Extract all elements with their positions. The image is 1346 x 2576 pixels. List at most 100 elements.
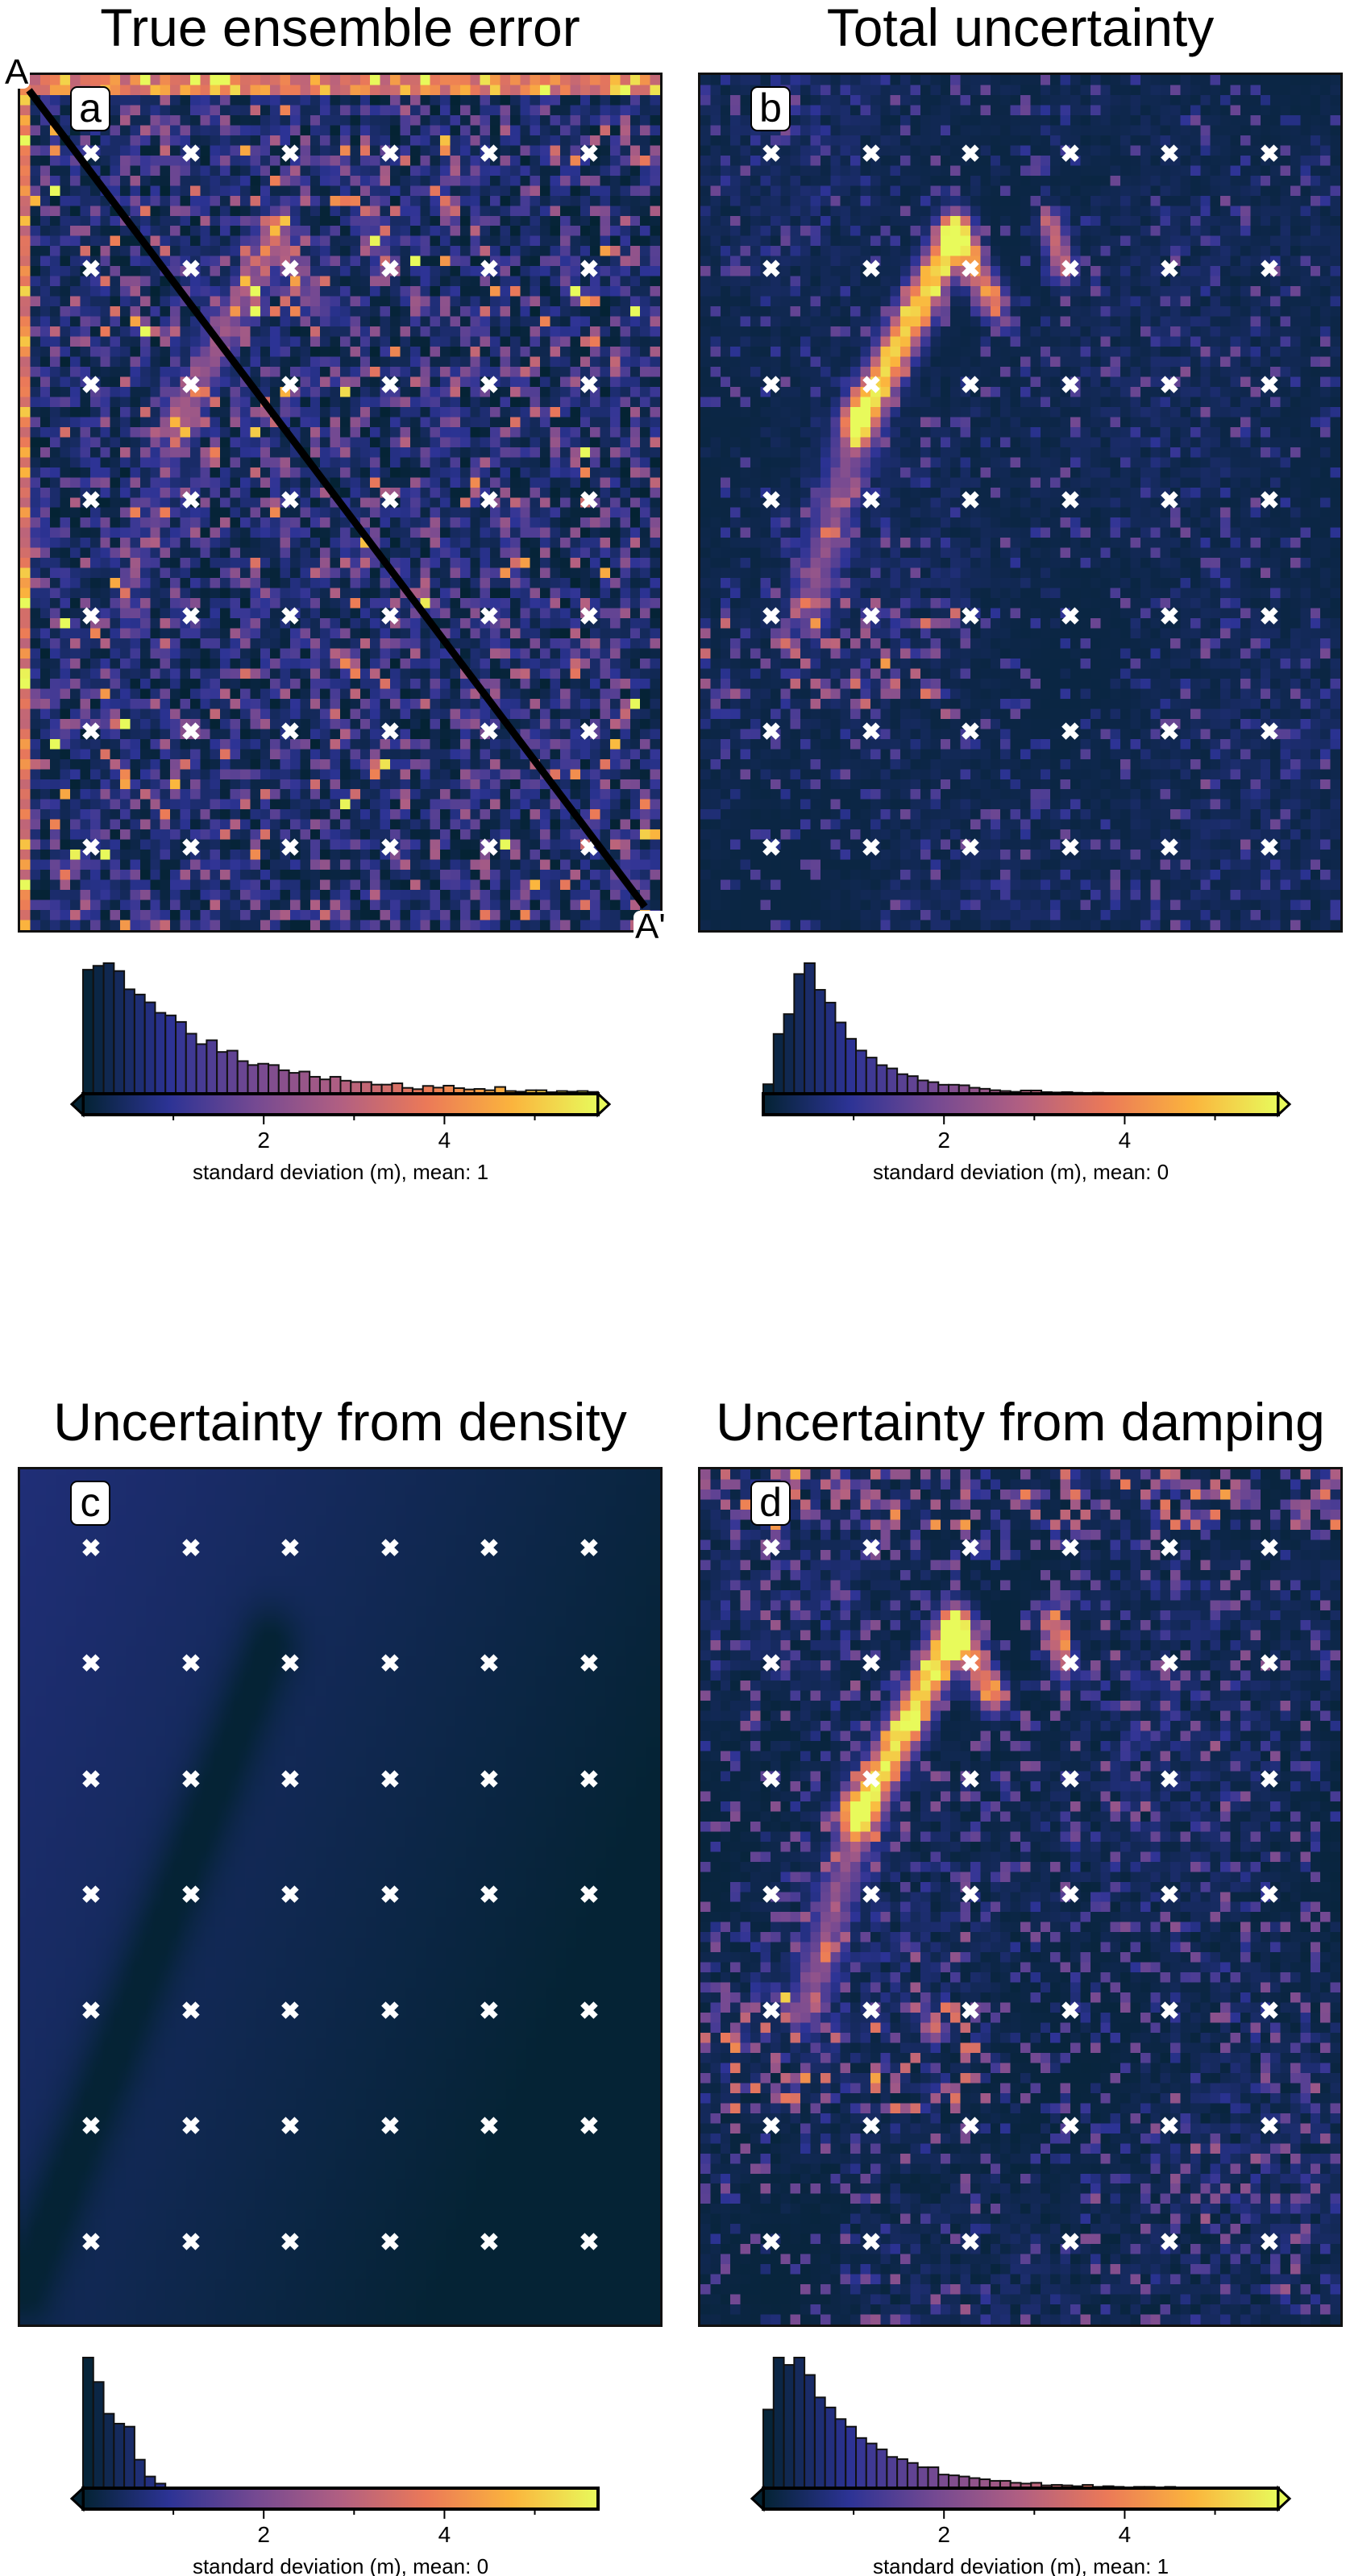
station-marker-icon: ✖ (579, 488, 600, 514)
histogram-bar (247, 1064, 260, 1095)
histogram-bar (463, 1088, 476, 1095)
station-marker-icon: ✖ (1060, 604, 1081, 630)
station-marker-icon: ✖ (579, 1535, 600, 1562)
station-marker-icon: ✖ (960, 1535, 981, 1562)
histogram-bar (1041, 2484, 1053, 2489)
histogram-bar (1133, 2486, 1145, 2489)
colorbar-min-extension (69, 2485, 85, 2512)
histogram-bar (206, 1039, 218, 1095)
histogram-bar (772, 2357, 785, 2489)
histogram-bar (978, 2478, 991, 2489)
histogram-bar (257, 1062, 270, 1095)
histogram-bar (226, 1049, 239, 1095)
station-marker-icon: ✖ (761, 1998, 782, 2025)
colorbar-axis-label: standard deviation (m), mean: 1 (192, 1160, 489, 1184)
histogram-bar (1009, 2482, 1022, 2489)
station-marker-icon: ✖ (181, 604, 201, 630)
station-marker-icon: ✖ (81, 256, 102, 283)
histogram-bar (916, 2466, 929, 2490)
station-marker-icon: ✖ (1159, 2229, 1180, 2256)
histogram-bar (288, 1072, 301, 1095)
station-marker-icon: ✖ (1060, 719, 1081, 746)
histogram-bar (514, 1091, 527, 1095)
histogram-bar (432, 1086, 445, 1095)
colorbar-axis-label: standard deviation (m), mean: 1 (872, 2554, 1169, 2576)
station-marker-icon: ✖ (479, 2113, 500, 2140)
station-marker-icon: ✖ (280, 2229, 301, 2256)
histogram-bar (804, 2374, 816, 2489)
station-marker-icon: ✖ (861, 141, 882, 168)
station-marker-icon: ✖ (479, 1998, 500, 2025)
histogram-bar (1091, 2486, 1104, 2489)
station-marker-icon: ✖ (1159, 1651, 1180, 1677)
station-marker-icon: ✖ (81, 2229, 102, 2256)
histogram-bar (1143, 2486, 1156, 2489)
station-marker-icon: ✖ (579, 256, 600, 283)
station-marker-icon: ✖ (761, 2229, 782, 2256)
colorbar-tick-label: 4 (438, 1128, 451, 1153)
station-marker-icon: ✖ (181, 372, 201, 399)
histogram-bar (855, 2437, 867, 2489)
histogram-bar (968, 1086, 981, 1095)
histogram-bar (442, 1084, 455, 1095)
histogram-bar (1071, 2485, 1084, 2490)
station-marker-icon: ✖ (1159, 1998, 1180, 2025)
station-marker-icon: ✖ (761, 1535, 782, 1562)
station-marker-icon: ✖ (579, 1767, 600, 1793)
station-marker-icon: ✖ (1159, 372, 1180, 399)
histogram-bar (793, 2357, 806, 2489)
histogram-bar (555, 1090, 568, 1095)
histogram-bar (999, 1090, 1012, 1095)
histogram-bar (886, 1067, 899, 1095)
colorbar (81, 1092, 600, 1116)
histogram-bar (185, 1032, 197, 1095)
station-marker-icon: ✖ (1159, 141, 1180, 168)
station-marker-icon: ✖ (1159, 488, 1180, 514)
station-marker-icon: ✖ (380, 256, 401, 283)
station-marker-icon: ✖ (81, 1998, 102, 2025)
histogram-bar (813, 2396, 826, 2489)
station-marker-icon: ✖ (81, 372, 102, 399)
histogram-bar (783, 2364, 796, 2490)
station-marker-icon: ✖ (380, 1535, 401, 1562)
histogram-bar (813, 989, 826, 1095)
colorbar (762, 1092, 1280, 1116)
histogram-bar (154, 2483, 167, 2490)
station-marker-icon: ✖ (280, 372, 301, 399)
station-marker-icon: ✖ (579, 2229, 600, 2256)
station-marker-icon: ✖ (380, 1767, 401, 1793)
station-marker-icon: ✖ (181, 719, 201, 746)
colorbar (762, 2487, 1280, 2511)
histogram-bar (102, 2412, 115, 2489)
station-marker-icon: ✖ (1159, 2113, 1180, 2140)
station-marker-icon: ✖ (280, 719, 301, 746)
histogram-bar (298, 1070, 311, 1095)
histogram-bar (546, 1091, 558, 1095)
station-marker-icon: ✖ (1060, 1651, 1081, 1677)
station-marker-icon: ✖ (280, 1535, 301, 1562)
station-marker-icon: ✖ (579, 1882, 600, 1909)
station-marker-icon: ✖ (280, 1882, 301, 1909)
colorbar (81, 2487, 600, 2511)
colorbar-min-extension (750, 2485, 765, 2512)
histogram-bar (329, 1075, 342, 1095)
histogram-bar (1112, 2486, 1125, 2489)
station-marker-icon: ✖ (761, 488, 782, 514)
station-marker-icon: ✖ (380, 719, 401, 746)
station-marker-icon: ✖ (1060, 1998, 1081, 2025)
station-marker-icon: ✖ (861, 1767, 882, 1793)
station-marker-icon: ✖ (479, 488, 500, 514)
histogram-bar (927, 1081, 940, 1095)
histogram-bar (916, 1079, 929, 1095)
station-marker-icon: ✖ (380, 604, 401, 630)
colorbar-tick-label: 2 (937, 2522, 950, 2547)
profile-end-label: A' (634, 907, 667, 946)
histogram-bar (1205, 2487, 1218, 2490)
colorbar-tick-label: 2 (257, 2522, 270, 2547)
heatmap-canvas (700, 1469, 1340, 2325)
station-marker-icon: ✖ (1259, 372, 1280, 399)
histogram-bar (958, 2475, 970, 2490)
histogram-bar (309, 1075, 321, 1095)
histogram-bar (123, 2425, 135, 2489)
station-marker-icon: ✖ (479, 835, 500, 862)
